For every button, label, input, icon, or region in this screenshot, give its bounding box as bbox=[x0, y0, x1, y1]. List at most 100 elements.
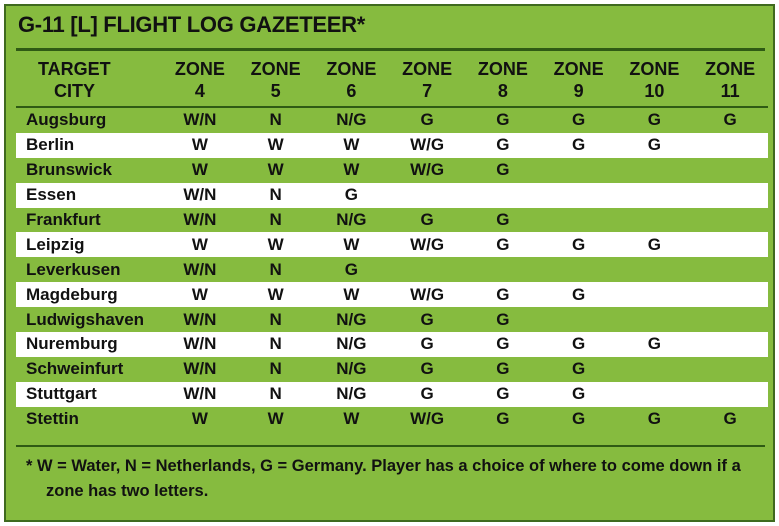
zone-cell bbox=[692, 332, 768, 357]
table-row: Leverkusen W/N N G bbox=[16, 257, 768, 282]
zone-cell bbox=[692, 357, 768, 382]
zone-cell: G bbox=[540, 132, 617, 158]
zone-cell: G bbox=[540, 381, 617, 407]
zone-cell: N bbox=[269, 359, 282, 379]
zone-cell: G bbox=[572, 359, 586, 379]
zone-cell: G bbox=[616, 332, 693, 357]
zone-cell bbox=[616, 182, 693, 208]
zone-cell: N bbox=[237, 332, 314, 357]
zone-cell: N bbox=[237, 182, 314, 208]
zone-cell: W bbox=[162, 282, 238, 308]
header-zone-word: ZONE bbox=[705, 59, 756, 79]
table-row: Brunswick W W W W/G G bbox=[16, 158, 768, 183]
zone-cell bbox=[389, 182, 465, 208]
city-name: Brunswick bbox=[26, 160, 112, 180]
zone-cell: W bbox=[343, 409, 360, 429]
city-name: Augsburg bbox=[26, 110, 107, 130]
zone-cell: G bbox=[465, 232, 541, 258]
zone-cell: W/G bbox=[389, 232, 465, 258]
city-name: Frankfurt bbox=[26, 210, 101, 229]
table-row: Magdeburg W W W W/G G G bbox=[16, 282, 768, 308]
header-zone-number: 11 bbox=[720, 81, 740, 101]
zone-cell: G bbox=[465, 381, 541, 407]
zone-cell: G bbox=[313, 182, 390, 208]
page-title: G-11 [L] FLIGHT LOG GAZETEER* bbox=[18, 12, 365, 37]
zone-cell: G bbox=[723, 110, 737, 130]
city-name: Leverkusen bbox=[26, 259, 121, 279]
zone-cell bbox=[389, 257, 465, 282]
zone-cell: G bbox=[647, 110, 661, 130]
zone-cell bbox=[541, 208, 617, 233]
header-zone-word: ZONE bbox=[553, 59, 604, 79]
zone-cell bbox=[617, 158, 693, 183]
table-row: Berlin W W W W/G G G G bbox=[16, 132, 768, 158]
zone-cell bbox=[692, 307, 768, 332]
zone-cell: N/G bbox=[336, 359, 367, 379]
zone-cell: G bbox=[389, 381, 465, 407]
zone-cell: W/N bbox=[183, 359, 217, 379]
table-row: Stettin W W W W/G G G G G bbox=[16, 407, 768, 432]
zone-cell: N bbox=[269, 309, 282, 329]
zone-cell: W/N bbox=[183, 210, 217, 229]
table-row: Stuttgart W/N N N/G G G G bbox=[16, 381, 768, 407]
zone-cell bbox=[692, 132, 768, 158]
zone-cell: W/G bbox=[410, 160, 445, 180]
city-name: Leipzig bbox=[16, 232, 162, 258]
zone-cell: N/G bbox=[336, 309, 367, 329]
header-zone-word: ZONE bbox=[629, 59, 680, 79]
zone-cell: G bbox=[496, 110, 510, 130]
city-name: Stettin bbox=[26, 409, 79, 429]
zone-cell: N bbox=[237, 381, 314, 407]
zone-cell bbox=[541, 158, 617, 183]
zone-cell bbox=[617, 307, 693, 332]
zone-cell: G bbox=[647, 409, 661, 429]
city-name: Essen bbox=[16, 182, 162, 208]
table-row: Essen W/N N G bbox=[16, 182, 768, 208]
zone-cell: G bbox=[496, 359, 510, 379]
zone-cell: G bbox=[496, 210, 510, 229]
zone-cell: G bbox=[496, 309, 510, 329]
zone-cell: W bbox=[343, 160, 360, 180]
zone-cell bbox=[617, 257, 693, 282]
zone-cell: G bbox=[496, 409, 510, 429]
zone-cell: W bbox=[313, 132, 390, 158]
header-row-1: TARGET ZONE ZONE ZONE ZONE ZONE ZONE ZON… bbox=[16, 58, 768, 80]
zone-cell bbox=[465, 257, 541, 282]
zone-cell: W bbox=[237, 282, 314, 308]
header-zone-word: ZONE bbox=[326, 59, 377, 79]
zone-cell: G bbox=[540, 232, 617, 258]
zone-cell bbox=[541, 307, 617, 332]
table-row: Leipzig W W W W/G G G G bbox=[16, 232, 768, 258]
zone-cell: G bbox=[344, 259, 358, 279]
zone-cell: G bbox=[420, 110, 434, 130]
zone-cell: G bbox=[572, 409, 586, 429]
city-name: Berlin bbox=[16, 132, 162, 158]
header-zone-word: ZONE bbox=[477, 59, 528, 79]
zone-cell: W bbox=[191, 409, 208, 429]
zone-cell: W/N bbox=[183, 110, 217, 130]
zone-cell: G bbox=[496, 160, 510, 180]
zone-cell bbox=[692, 381, 768, 407]
gazetteer-table: TARGET ZONE ZONE ZONE ZONE ZONE ZONE ZON… bbox=[16, 58, 768, 432]
header-zone-number: 10 bbox=[644, 81, 665, 101]
zone-cell: G bbox=[616, 132, 693, 158]
city-name: Stuttgart bbox=[16, 381, 162, 407]
zone-cell: W bbox=[267, 160, 284, 180]
zone-cell bbox=[616, 381, 693, 407]
zone-cell bbox=[541, 257, 617, 282]
zone-cell: W bbox=[162, 232, 238, 258]
city-name: Nuremburg bbox=[16, 332, 162, 357]
zone-cell: W/N bbox=[162, 381, 238, 407]
footnote-divider bbox=[16, 445, 765, 447]
zone-cell: W/N bbox=[183, 259, 217, 279]
zone-cell: G bbox=[572, 110, 586, 130]
table-row: Schweinfurt W/N N N/G G G G bbox=[16, 357, 768, 382]
zone-cell: G bbox=[420, 359, 434, 379]
zone-cell: W bbox=[313, 232, 390, 258]
zone-cell: W/N bbox=[162, 332, 238, 357]
zone-cell: W bbox=[237, 132, 314, 158]
zone-cell: N/G bbox=[313, 381, 390, 407]
zone-cell: G bbox=[723, 409, 737, 429]
zone-cell: W bbox=[313, 282, 390, 308]
zone-cell: W/N bbox=[183, 309, 217, 329]
